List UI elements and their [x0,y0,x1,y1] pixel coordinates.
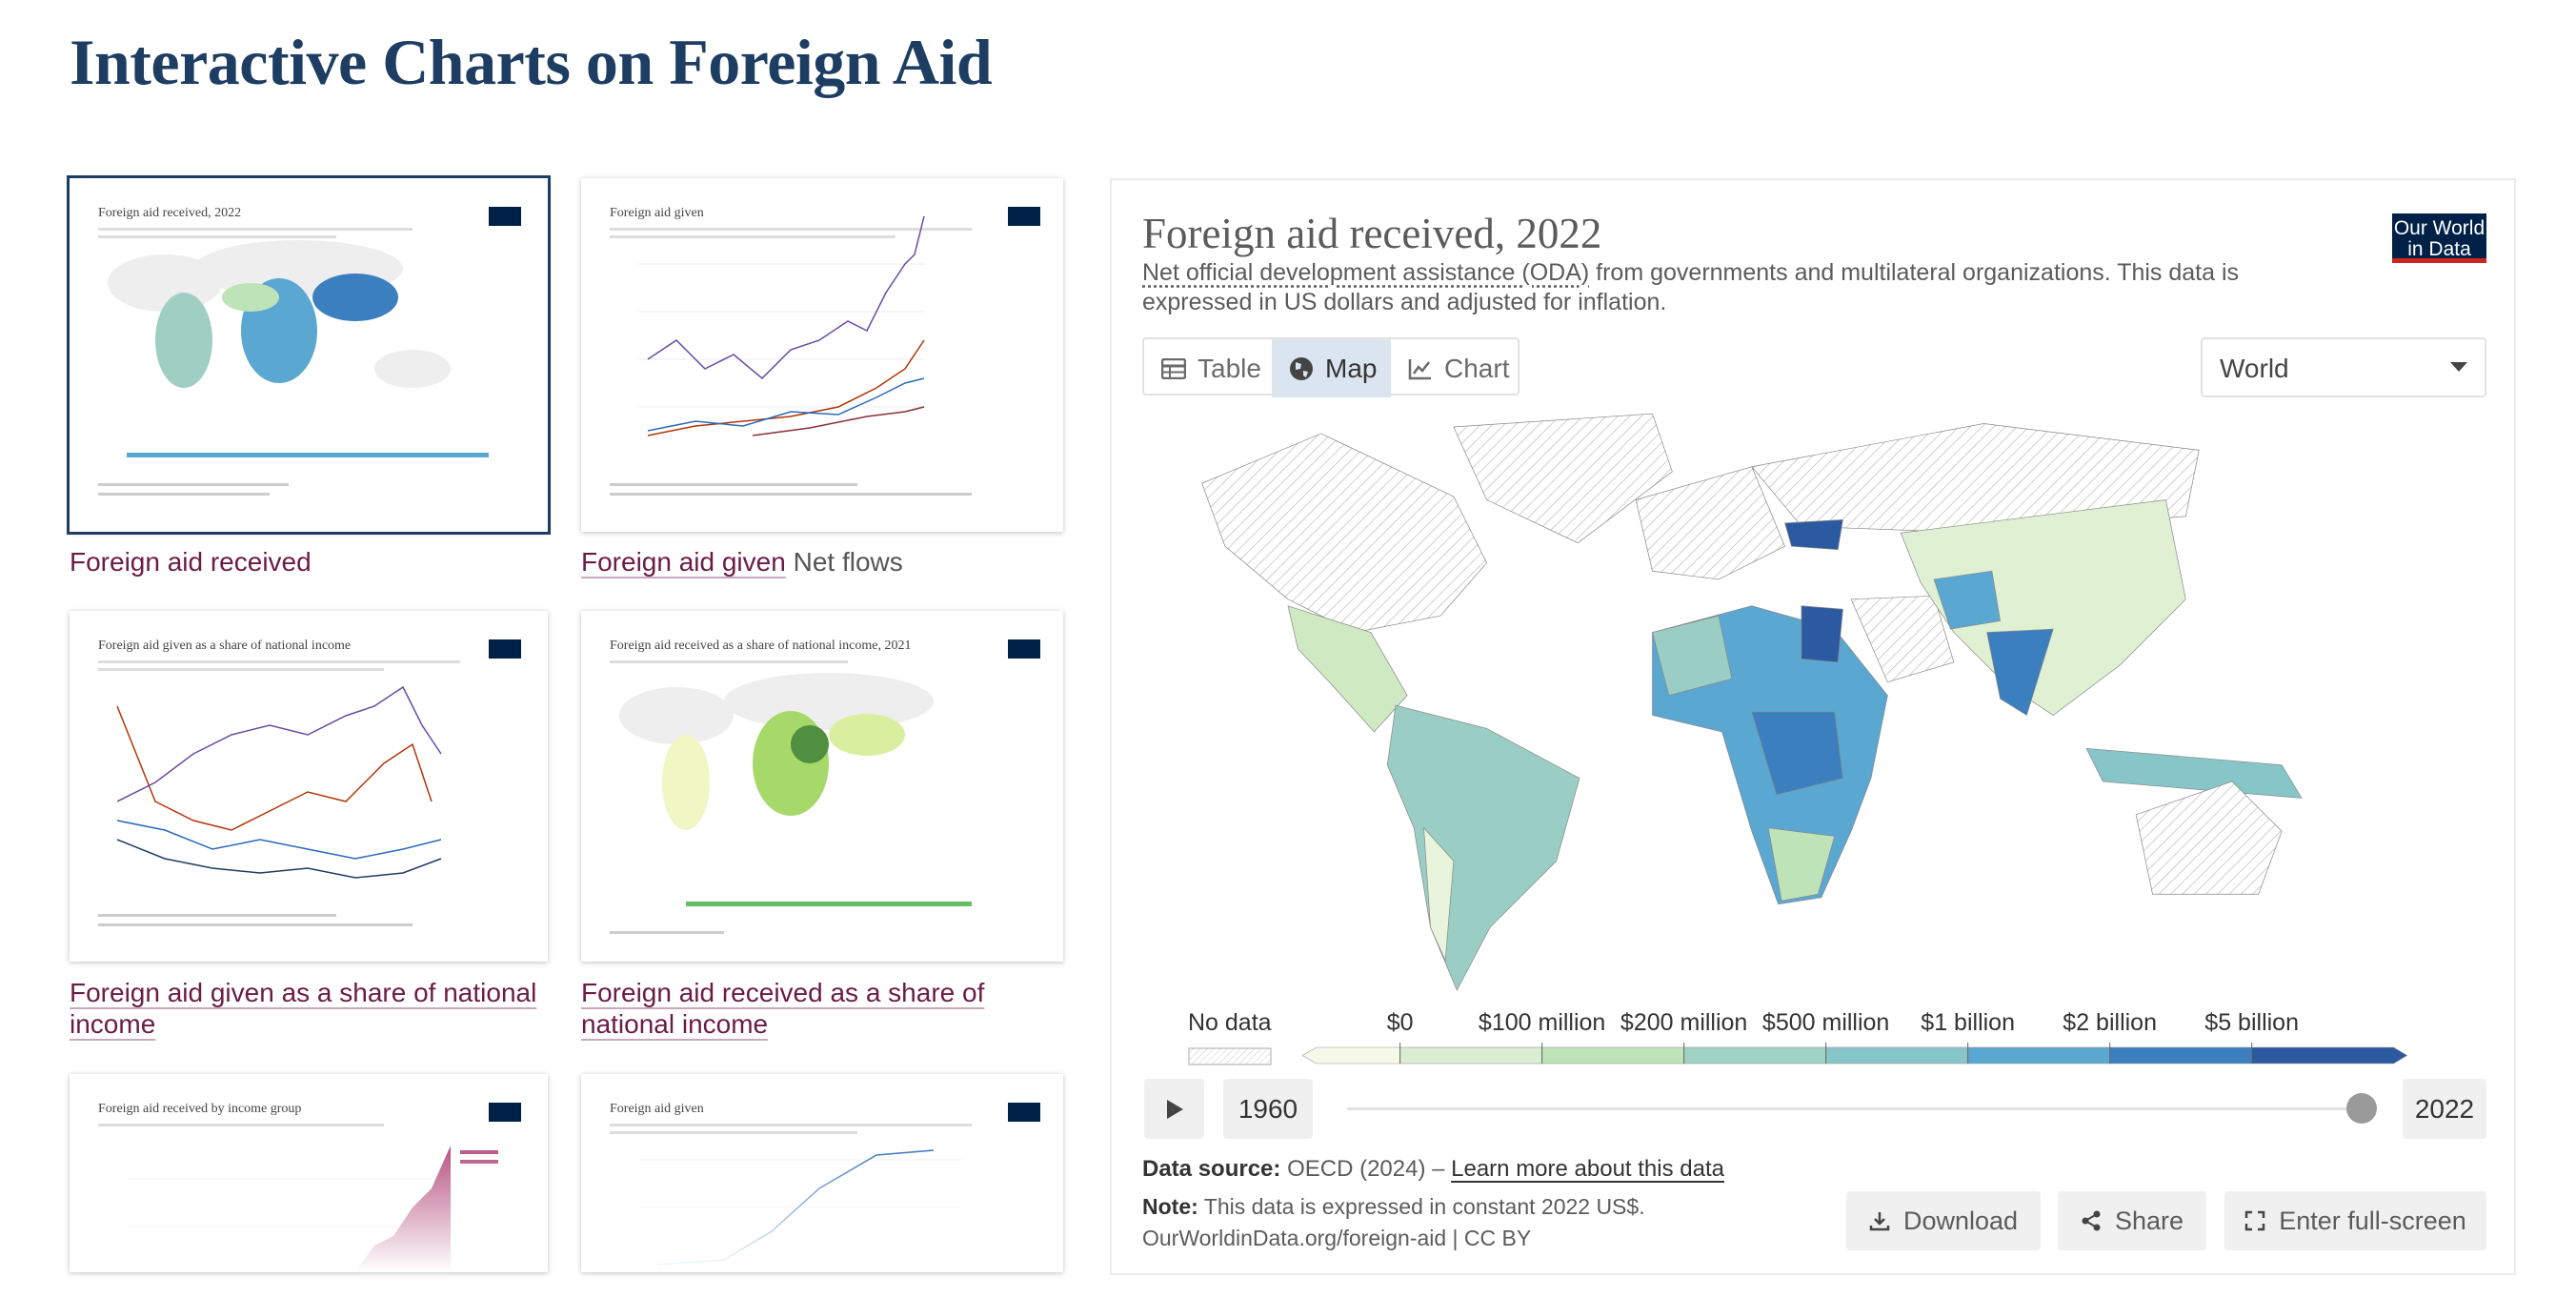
source-label: Data source: [1142,1156,1281,1182]
thumbnail-graphic: Foreign aid received as a share of natio… [610,639,1040,934]
tab-label: Map [1325,353,1378,383]
source-link[interactable]: Learn more about this data [1451,1156,1724,1182]
button-label: Enter full-screen [2279,1206,2466,1235]
note-label: Note: [1142,1194,1198,1219]
caption-link[interactable]: Foreign aid received as a share of natio… [581,978,985,1039]
timeline-handle[interactable] [2346,1093,2377,1124]
thumbnail-card[interactable]: Foreign aid received as a share of natio… [581,611,1063,962]
button-label: Download [1902,1206,2019,1235]
legend-label: $2 billion [2063,1009,2157,1036]
tab-label: Chart [1444,353,1510,383]
legend-label: $0 [1386,1009,1414,1036]
thumbnail-card[interactable]: Foreign aid received, 2022 [67,175,551,535]
thumbnail-card[interactable]: Foreign aid given [581,178,1063,532]
tab-label: Table [1197,353,1261,383]
thumbnail-caption[interactable]: Foreign aid given as a share of national… [70,977,546,1040]
legend-label: $500 million [1761,1009,1890,1036]
thumbnail-title: Foreign aid given [610,206,704,220]
thumbnail-title: Foreign aid given as a share of national… [98,639,351,653]
page-title: Interactive Charts on Foreign Aid [70,26,993,98]
legend-label: $1 billion [1921,1009,2015,1036]
dropdown-arrow [2450,362,2467,372]
legend-segment [1399,1046,1542,1065]
thumbnail-graphic: Foreign aid given [610,206,1040,496]
legend-segment [2251,1046,2408,1065]
thumbnail-graphic: Foreign aid received, 2022 [98,206,521,496]
timeline-track[interactable] [1347,1107,2363,1110]
caption-extra: Net flows [793,547,903,577]
region-select[interactable]: World [2201,337,2486,397]
caption-link[interactable]: Foreign aid given [581,547,786,577]
fade-overlay [70,1139,548,1272]
legend-segment [1967,1046,2110,1065]
region-label: World [2220,354,2289,383]
chart-panel: Foreign aid received, 2022 Net official … [1110,178,2516,1275]
legend-label: $100 million [1478,1009,1606,1036]
thumbnail-caption[interactable]: Foreign aid given Net flows [581,546,903,578]
download-icon [1869,1212,1890,1231]
globe-icon [1290,356,1313,380]
line-icon [1408,358,1431,379]
button-label: Share [2114,1206,2184,1235]
share-button[interactable]: Share [2058,1191,2206,1250]
legend-bar [1302,1043,2408,1065]
legend-label: $200 million [1620,1009,1748,1036]
legend-segment [1683,1046,1826,1065]
source-line: Data source: OECD (2024) – Learn more ab… [1142,1156,1724,1183]
legend-segment [1541,1046,1684,1065]
no-data-swatch [1188,1047,1272,1065]
url-line: OurWorldinData.org/foreign-aid | CC BY [1142,1226,1532,1250]
source-text: OECD (2024) – [1287,1156,1445,1182]
chart-subtitle: Net official development assistance (ODA… [1142,258,2314,317]
legend-segment [1302,1046,1400,1065]
thumbnail-card[interactable]: Foreign aid received by income group [70,1074,548,1272]
thumbnail-caption[interactable]: Foreign aid received as a share of natio… [581,977,1029,1040]
note-text: This data is expressed in constant 2022 … [1203,1194,1645,1219]
subtitle-link[interactable]: Net official development assistance (ODA… [1142,259,1590,286]
tab-bar: Table Map Chart [1142,337,1519,397]
owid-logo[interactable]: Our World in Data [2392,213,2486,263]
chart-title: Foreign aid received, 2022 [1142,210,1602,257]
download-button[interactable]: Download [1846,1191,2041,1250]
tab-map[interactable]: Map [1272,339,1391,397]
play-button[interactable] [1144,1079,1204,1139]
legend-no-data: No data [1188,1009,1272,1036]
play-icon [1166,1099,1183,1119]
table-icon [1161,357,1186,379]
thumbnail-title: Foreign aid received by income group [98,1102,301,1116]
fullscreen-button[interactable]: Enter full-screen [2224,1191,2486,1250]
logo-line: Our World [2393,217,2485,239]
thumbnail-card[interactable]: Foreign aid given as a share of national… [70,611,548,962]
subtitle-text: from governments and multilateral organi… [1142,259,2240,315]
thumbnail-caption[interactable]: Foreign aid received [70,546,312,578]
note-line: Note: This data is expressed in constant… [1142,1194,1645,1220]
thumbnail-card[interactable]: Foreign aid given [581,1074,1063,1272]
thumbnail-title: Foreign aid given [610,1102,704,1116]
countries [1201,413,2303,991]
fade-overlay [581,1139,1063,1272]
thumbnail-title: Foreign aid received as a share of natio… [610,639,911,653]
world-map [1201,413,2303,991]
thumbnail-graphic: Foreign aid given as a share of national… [98,639,521,926]
legend-segment [2109,1046,2252,1065]
tab-table[interactable]: Table [1144,339,1272,397]
thumbnail-title: Foreign aid received, 2022 [98,206,241,220]
caption-link[interactable]: Foreign aid given as a share of national… [70,978,537,1039]
timeline-end[interactable]: 2022 [2403,1079,2486,1139]
share-icon [2082,1210,2101,1231]
fullscreen-icon [2244,1210,2265,1231]
caption-text[interactable]: Foreign aid received [70,547,312,577]
tab-chart[interactable]: Chart [1391,339,1519,397]
logo-line: in Data [2407,238,2471,260]
legend-segment [1825,1046,1968,1065]
legend-label: $5 billion [2204,1009,2299,1036]
timeline-start[interactable]: 1960 [1223,1079,1313,1139]
